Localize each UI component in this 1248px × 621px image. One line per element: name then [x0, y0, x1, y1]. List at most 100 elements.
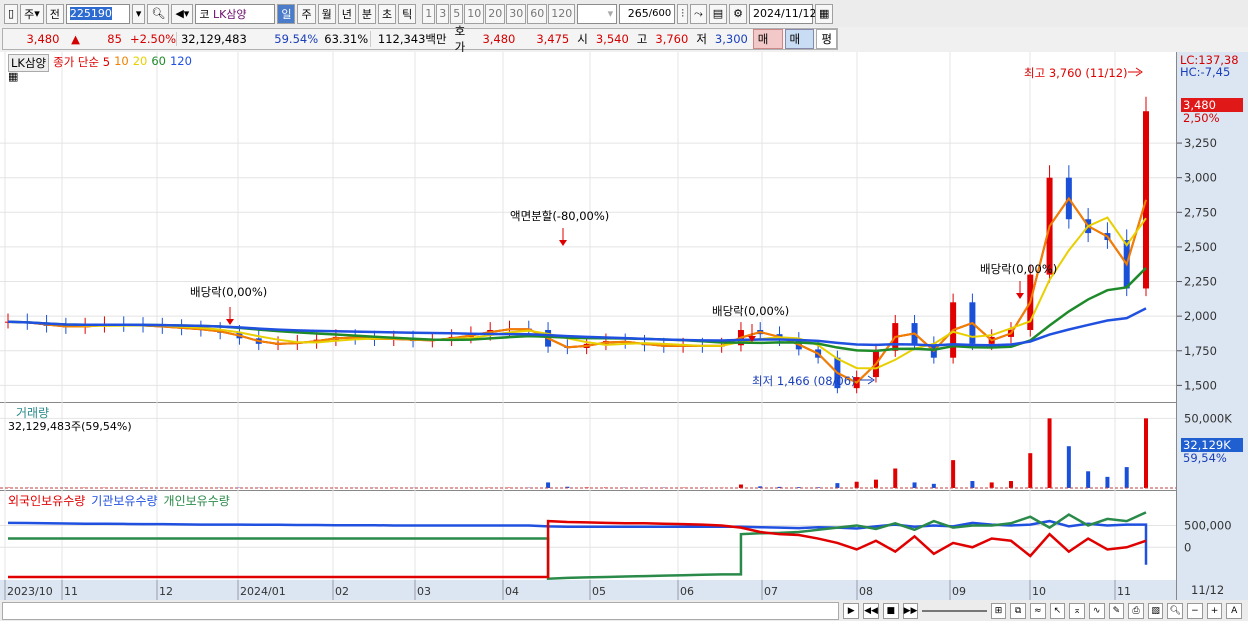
- legend-ma5[interactable]: 종가 단순 5: [53, 55, 111, 69]
- zoom-out-icon[interactable]: −: [1187, 602, 1203, 619]
- legend-ma20[interactable]: 20: [132, 54, 148, 68]
- stock-name: LK삼양: [212, 7, 247, 21]
- legend-institution[interactable]: 기관보유수량: [91, 494, 158, 508]
- fast-forward-icon[interactable]: ▶▶: [902, 602, 919, 619]
- indicator-add-icon[interactable]: ⤳: [689, 3, 707, 24]
- minute-1[interactable]: 1: [422, 3, 436, 24]
- turnover: 63.31%: [324, 32, 369, 46]
- rate-tag: 2,50%: [1183, 111, 1220, 125]
- event-arrow-head: [748, 336, 756, 342]
- code-dropdown[interactable]: ▾: [131, 3, 146, 24]
- legend-individual[interactable]: 개인보유수량: [163, 494, 230, 508]
- rewind-icon[interactable]: ◀◀: [863, 602, 879, 619]
- calendar-icon[interactable]: ▦: [815, 3, 834, 24]
- volume-bar: [1047, 418, 1052, 488]
- custom-minute-select[interactable]: ▾: [577, 3, 618, 24]
- search-icon[interactable]: 🔍︎: [147, 3, 170, 24]
- trendline-icon[interactable]: ↖: [1049, 602, 1066, 619]
- volume-bar: [873, 479, 878, 488]
- zoom-in-icon[interactable]: +: [1206, 602, 1223, 619]
- compare-icon[interactable]: ≈: [1029, 602, 1046, 619]
- play-icon[interactable]: ▶: [843, 602, 860, 619]
- pen-icon[interactable]: ✎: [1108, 602, 1125, 619]
- hc-label: HC:-7,45: [1180, 65, 1231, 79]
- volume-bar: [1124, 467, 1129, 488]
- legend-stock[interactable]: LK삼양: [8, 54, 50, 72]
- period-week[interactable]: 주: [297, 3, 316, 24]
- x-axis-band: [0, 580, 1176, 600]
- layout-icon[interactable]: ▯: [4, 3, 19, 24]
- avg-button[interactable]: 평: [816, 29, 837, 49]
- x-tick-label: 05: [592, 585, 606, 598]
- minute-buttons: 1 3 5 10 20 30 60 120: [422, 3, 576, 24]
- event-arrow-head: [559, 240, 567, 246]
- split-icon[interactable]: ⧉: [1010, 602, 1026, 619]
- volume-ratio: 59.54%: [274, 32, 319, 46]
- holdings-tick-label: 500,000: [1184, 518, 1232, 532]
- y-tick-label: 2,250: [1184, 275, 1217, 289]
- holdings-line-foreign: [8, 519, 1147, 579]
- code-value: 225190: [69, 7, 112, 20]
- name-field[interactable]: 코 LK삼양: [195, 3, 276, 24]
- code-input[interactable]: 225190: [65, 3, 130, 24]
- price-legend: LK삼양 종가 단순 5 10 20 60 120: [8, 54, 192, 72]
- x-tick-label: 06: [680, 585, 694, 598]
- minute-60[interactable]: 60: [527, 3, 548, 24]
- buy-button[interactable]: 매수: [752, 29, 783, 65]
- market-select[interactable]: 주 ▾: [20, 3, 44, 24]
- magnifier-icon[interactable]: 🔍︎: [1167, 602, 1184, 619]
- volume-bar: [1086, 471, 1091, 488]
- count-value: 265: [627, 7, 649, 20]
- count-input[interactable]: 265/600: [619, 3, 676, 24]
- legend-ma10[interactable]: 10: [114, 54, 129, 68]
- stop-icon[interactable]: ■: [882, 602, 899, 619]
- volume-bar: [951, 460, 956, 488]
- period-minute[interactable]: 분: [357, 3, 376, 24]
- prev-button[interactable]: 전: [45, 3, 64, 24]
- line-icon[interactable]: ⌅: [1069, 602, 1085, 619]
- speaker-icon[interactable]: ◀▾: [171, 3, 194, 24]
- x-tick-label: 09: [952, 585, 966, 598]
- date-input[interactable]: 2024/11/12: [749, 3, 816, 24]
- minute-3[interactable]: 3: [436, 3, 450, 24]
- period-year[interactable]: 년: [337, 3, 356, 24]
- high: 3,760: [655, 32, 689, 46]
- low-label: 저: [696, 32, 707, 46]
- y-tick-label: 2,750: [1184, 205, 1217, 219]
- minute-120[interactable]: 120: [548, 3, 576, 24]
- y-axis[interactable]: 1,500 1,750 2,000 2,250 2,500 2,750 3,000 3,250…: [1176, 52, 1248, 600]
- legend-ma60[interactable]: 60: [151, 54, 166, 68]
- print-icon[interactable]: ⎙: [1128, 602, 1144, 619]
- chart-area[interactable]: 2023/10 11 12 2024/01 02 03 04 05 06 07 08 09 10 11 L…: [0, 52, 1248, 600]
- minute-30[interactable]: 30: [506, 3, 527, 24]
- gear-icon[interactable]: ⚙: [729, 3, 748, 24]
- volume-bar: [1144, 418, 1148, 488]
- ma-line-10: [7, 196, 1147, 384]
- font-icon[interactable]: A: [1226, 602, 1242, 619]
- minute-20[interactable]: 20: [485, 3, 506, 24]
- period-month[interactable]: 월: [317, 3, 336, 24]
- y-tick-label: 1,500: [1184, 378, 1217, 392]
- save-icon[interactable]: ▤: [708, 3, 728, 24]
- chart-save-icon[interactable]: ▧: [1147, 602, 1164, 619]
- legend-foreign[interactable]: 외국인보유수량: [8, 494, 86, 508]
- period-tick[interactable]: 틱: [398, 3, 417, 24]
- minute-10[interactable]: 10: [464, 3, 485, 24]
- minute-5[interactable]: 5: [450, 3, 464, 24]
- volume-bar: [796, 487, 801, 488]
- holdings-legend: 외국인보유수량 기관보유수량 개인보유수량: [8, 492, 230, 509]
- period-day[interactable]: 일: [277, 3, 296, 24]
- zoom-slider[interactable]: [922, 609, 987, 612]
- holdings-tick-label: 0: [1184, 540, 1191, 554]
- legend-ma120[interactable]: 120: [169, 54, 192, 68]
- horizontal-scrollbar[interactable]: [1, 601, 840, 620]
- period-second[interactable]: 초: [377, 3, 397, 24]
- volume-tag: 32,129K: [1181, 438, 1243, 452]
- sell-button[interactable]: 매도: [784, 29, 815, 65]
- overlay-icon[interactable]: ⊞: [990, 602, 1007, 619]
- grid-icon[interactable]: ▦: [8, 70, 19, 83]
- dividend-annotation: 배당락(0,00%): [712, 304, 790, 318]
- name-prefix: 코: [199, 7, 210, 21]
- wave-icon[interactable]: ∿: [1088, 602, 1105, 619]
- candle-add-icon[interactable]: ⫶: [677, 3, 688, 24]
